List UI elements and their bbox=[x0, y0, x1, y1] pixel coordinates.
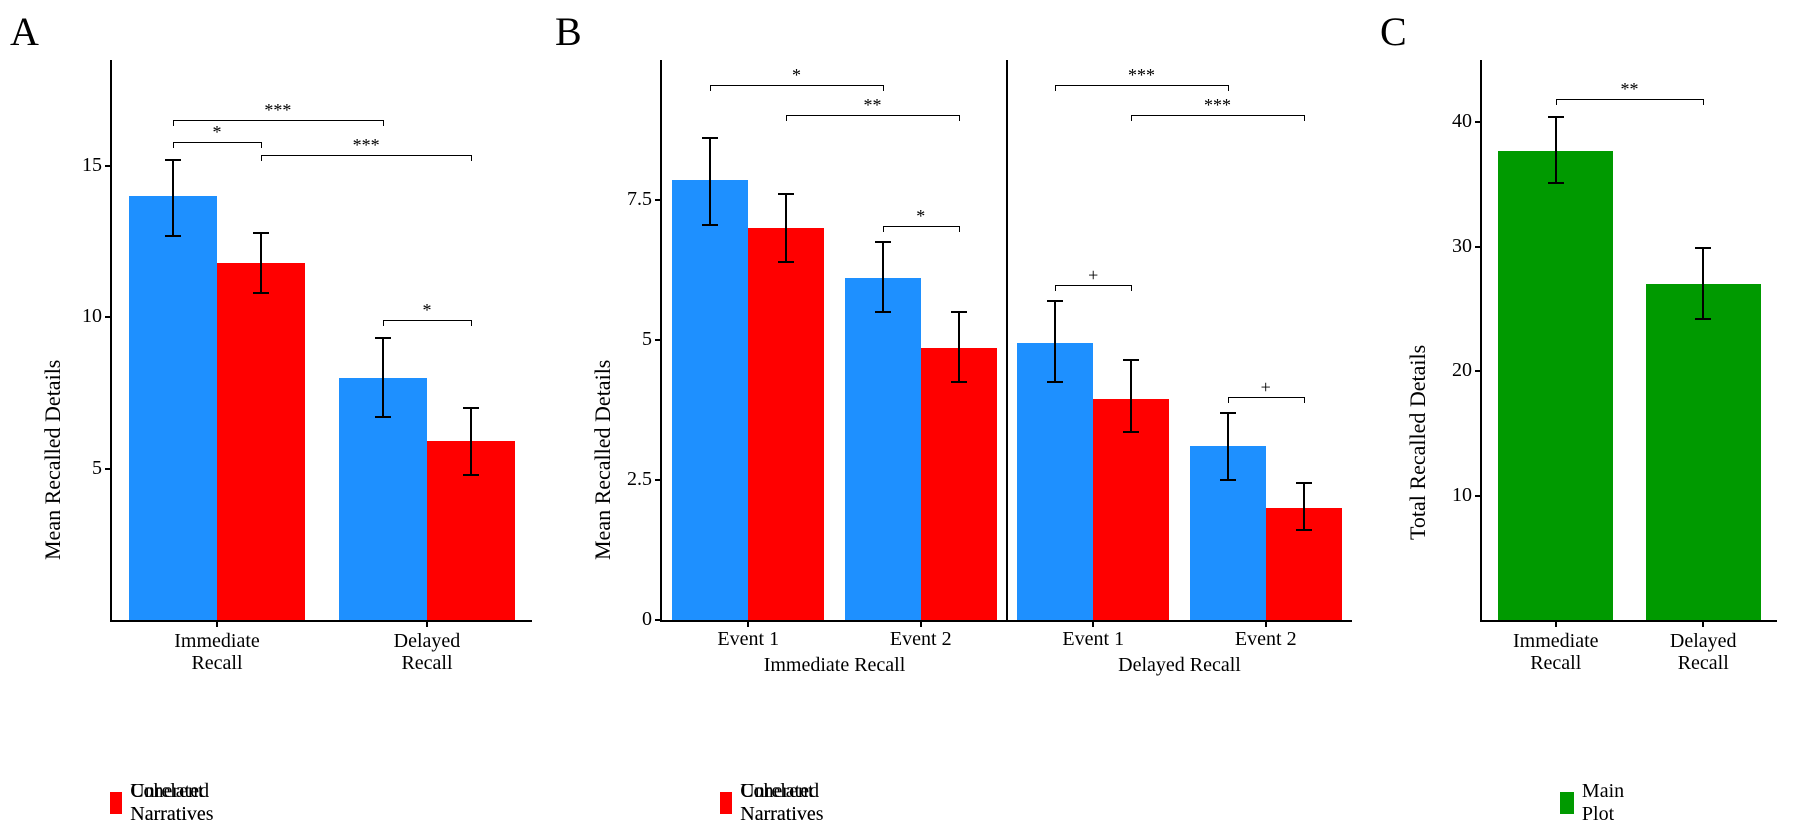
bar-coherent bbox=[672, 180, 748, 620]
y-tick-label: 10 bbox=[57, 305, 102, 328]
y-tick-label: 2.5 bbox=[607, 468, 652, 491]
sig-label: ** bbox=[863, 95, 881, 116]
panel-label-a: A bbox=[10, 8, 39, 55]
panel-c: Total Recalled Details 10203040Immediate… bbox=[1405, 40, 1785, 720]
x-tick-label: Event 1 bbox=[693, 628, 803, 650]
panel-label-b: B bbox=[555, 8, 582, 55]
y-tick-label: 7.5 bbox=[607, 188, 652, 211]
bar-coherent bbox=[845, 278, 921, 620]
x-tick-label: Event 2 bbox=[1211, 628, 1321, 650]
legend-item: Unrelated Narratives bbox=[720, 780, 833, 826]
facet-title: Immediate Recall bbox=[662, 654, 1007, 677]
sig-label: * bbox=[792, 65, 801, 86]
facet-divider bbox=[1006, 60, 1008, 620]
y-tick-label: 0 bbox=[607, 608, 652, 631]
sig-label: *** bbox=[264, 100, 291, 121]
sig-label: + bbox=[1088, 265, 1098, 286]
x-tick-label: Event 1 bbox=[1038, 628, 1148, 650]
bar-main_plot bbox=[1646, 284, 1761, 620]
bar-coherent bbox=[129, 196, 217, 620]
y-tick-label: 15 bbox=[57, 154, 102, 177]
legend-swatch bbox=[720, 792, 732, 814]
x-tick-label: DelayedRecall bbox=[1638, 630, 1768, 674]
y-tick-label: 5 bbox=[57, 457, 102, 480]
legend-swatch bbox=[1560, 792, 1574, 814]
sig-label: *** bbox=[1204, 95, 1231, 116]
y-tick-label: 30 bbox=[1427, 235, 1472, 258]
figure-root: A B C Mean Recalled Details 5 10 15 Immedia… bbox=[0, 0, 1800, 834]
panel-label-c: C bbox=[1380, 8, 1407, 55]
panel-a: Mean Recalled Details 51015ImmediateReca… bbox=[40, 40, 540, 720]
y-tick-label: 20 bbox=[1427, 359, 1472, 382]
panel-b-plot: 02.557.5Event 1Event 2Immediate Recall**… bbox=[660, 60, 1352, 622]
legend-label: Unrelated Narratives bbox=[130, 780, 223, 826]
legend-item: Main Plot bbox=[1560, 780, 1632, 826]
y-tick-label: 40 bbox=[1427, 110, 1472, 133]
legend-label: Main Plot bbox=[1582, 780, 1632, 826]
sig-label: *** bbox=[1128, 65, 1155, 86]
y-tick-label: 10 bbox=[1427, 484, 1472, 507]
bar-coherent bbox=[1017, 343, 1093, 620]
legend-label: Unrelated Narratives bbox=[740, 780, 833, 826]
sig-label: *** bbox=[353, 135, 380, 156]
legend-swatch bbox=[110, 792, 122, 814]
panel-b: Mean Recalled Details 0 2.5 5 7.5 Event 1 Eve… bbox=[590, 40, 1360, 720]
panel-c-plot: 10203040ImmediateRecallDelayedRecall** bbox=[1480, 60, 1777, 622]
bar-main_plot bbox=[1498, 151, 1613, 620]
bar-unrelated bbox=[217, 263, 305, 620]
panel-b-ylabel: Mean Recalled Details bbox=[590, 360, 616, 560]
legend-item: Unrelated Narratives bbox=[110, 780, 223, 826]
sig-label: + bbox=[1261, 377, 1271, 398]
sig-label: ** bbox=[1621, 79, 1639, 100]
x-tick-label: DelayedRecall bbox=[357, 630, 497, 674]
x-tick-label: Event 2 bbox=[866, 628, 976, 650]
sig-label: * bbox=[423, 300, 432, 321]
facet-title: Delayed Recall bbox=[1007, 654, 1352, 677]
panel-a-plot: 51015ImmediateRecallDelayedRecall*******… bbox=[110, 60, 532, 622]
sig-label: * bbox=[213, 122, 222, 143]
sig-label: * bbox=[916, 206, 925, 227]
x-tick-label: ImmediateRecall bbox=[147, 630, 287, 674]
bar-unrelated bbox=[748, 228, 824, 620]
x-tick-label: ImmediateRecall bbox=[1491, 630, 1621, 674]
bar-unrelated bbox=[921, 348, 997, 620]
y-tick-label: 5 bbox=[607, 328, 652, 351]
